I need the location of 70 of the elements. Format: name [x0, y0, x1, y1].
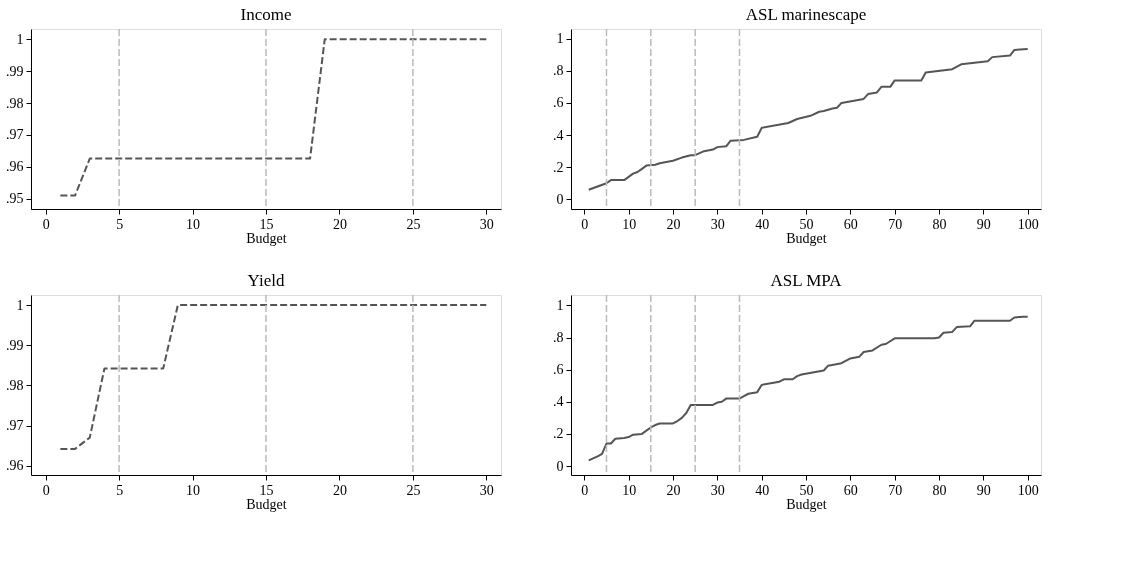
y-tick-label: .96	[6, 159, 24, 175]
y-tick-label: .6	[553, 95, 564, 111]
x-tick-label: 10	[622, 216, 637, 232]
x-tick-label: 70	[888, 216, 903, 232]
y-tick-label: .99	[6, 337, 24, 353]
y-tick-label: .95	[6, 191, 24, 207]
y-tick-label: .96	[6, 458, 24, 474]
y-tick-label: 1	[556, 31, 564, 47]
x-tick-label: 30	[710, 482, 725, 498]
y-tick-label: .98	[6, 95, 24, 111]
x-tick-label: 50	[799, 216, 814, 232]
x-tick-label: 25	[406, 216, 421, 232]
y-tick-label: 1	[556, 297, 564, 313]
x-tick-label: 100	[1017, 216, 1039, 232]
line-series	[587, 315, 1029, 462]
x-tick-label: 70	[888, 482, 903, 498]
x-tick-label: 5	[116, 216, 124, 232]
line-series	[59, 304, 488, 450]
y-tick-label: .8	[553, 330, 564, 346]
x-tick-label: 80	[932, 482, 947, 498]
x-tick-label: 20	[332, 216, 347, 232]
x-tick-label: 20	[332, 482, 347, 498]
line-series	[587, 48, 1029, 191]
x-tick-label: 90	[976, 216, 991, 232]
y-tick-label: .2	[553, 159, 564, 175]
x-tick-label: 90	[976, 482, 991, 498]
x-tick-label: 40	[755, 482, 770, 498]
x-tick-label: 60	[843, 482, 858, 498]
x-axis-title: Budget	[786, 230, 827, 246]
x-tick-label: 10	[186, 216, 201, 232]
x-tick-label: 30	[710, 216, 725, 232]
x-tick-label: 30	[479, 216, 494, 232]
y-tick-label: .97	[6, 418, 24, 434]
y-tick-label: .97	[6, 127, 24, 143]
x-tick-label: 0	[581, 482, 589, 498]
chart-title: ASL MPA	[770, 271, 843, 291]
x-tick-label: 0	[42, 216, 50, 232]
x-tick-label: 15	[259, 482, 274, 498]
x-axis-title: Budget	[786, 496, 827, 512]
y-tick-label: 1	[16, 297, 24, 313]
x-tick-label: 80	[932, 216, 947, 232]
x-tick-label: 10	[186, 482, 201, 498]
x-tick-label: 0	[42, 482, 50, 498]
y-tick-label: 1	[16, 31, 24, 47]
x-tick-label: 25	[406, 482, 421, 498]
y-tick-label: 0	[556, 458, 564, 474]
x-tick-label: 20	[666, 482, 681, 498]
x-tick-label: 60	[843, 216, 858, 232]
y-tick-label: .4	[553, 394, 564, 410]
x-axis-title: Budget	[246, 496, 287, 512]
chart-title: Income	[240, 5, 292, 25]
x-tick-label: 50	[799, 482, 814, 498]
x-tick-label: 30	[479, 482, 494, 498]
y-tick-label: .98	[6, 377, 24, 393]
chart-title: ASL marinescape	[745, 5, 867, 25]
x-tick-label: 100	[1017, 482, 1039, 498]
x-tick-label: 10	[622, 482, 637, 498]
y-tick-label: .6	[553, 362, 564, 378]
x-tick-label: 15	[259, 216, 274, 232]
y-tick-label: .2	[553, 426, 564, 442]
x-tick-label: 20	[666, 216, 681, 232]
y-tick-label: .8	[553, 63, 564, 79]
y-tick-label: .99	[6, 63, 24, 79]
x-tick-label: 0	[581, 216, 589, 232]
y-tick-label: .4	[553, 127, 564, 143]
x-tick-label: 40	[755, 216, 770, 232]
x-tick-label: 5	[116, 482, 124, 498]
y-tick-label: 0	[556, 191, 564, 207]
x-axis-title: Budget	[246, 230, 287, 246]
chart-title: Yield	[247, 271, 285, 291]
